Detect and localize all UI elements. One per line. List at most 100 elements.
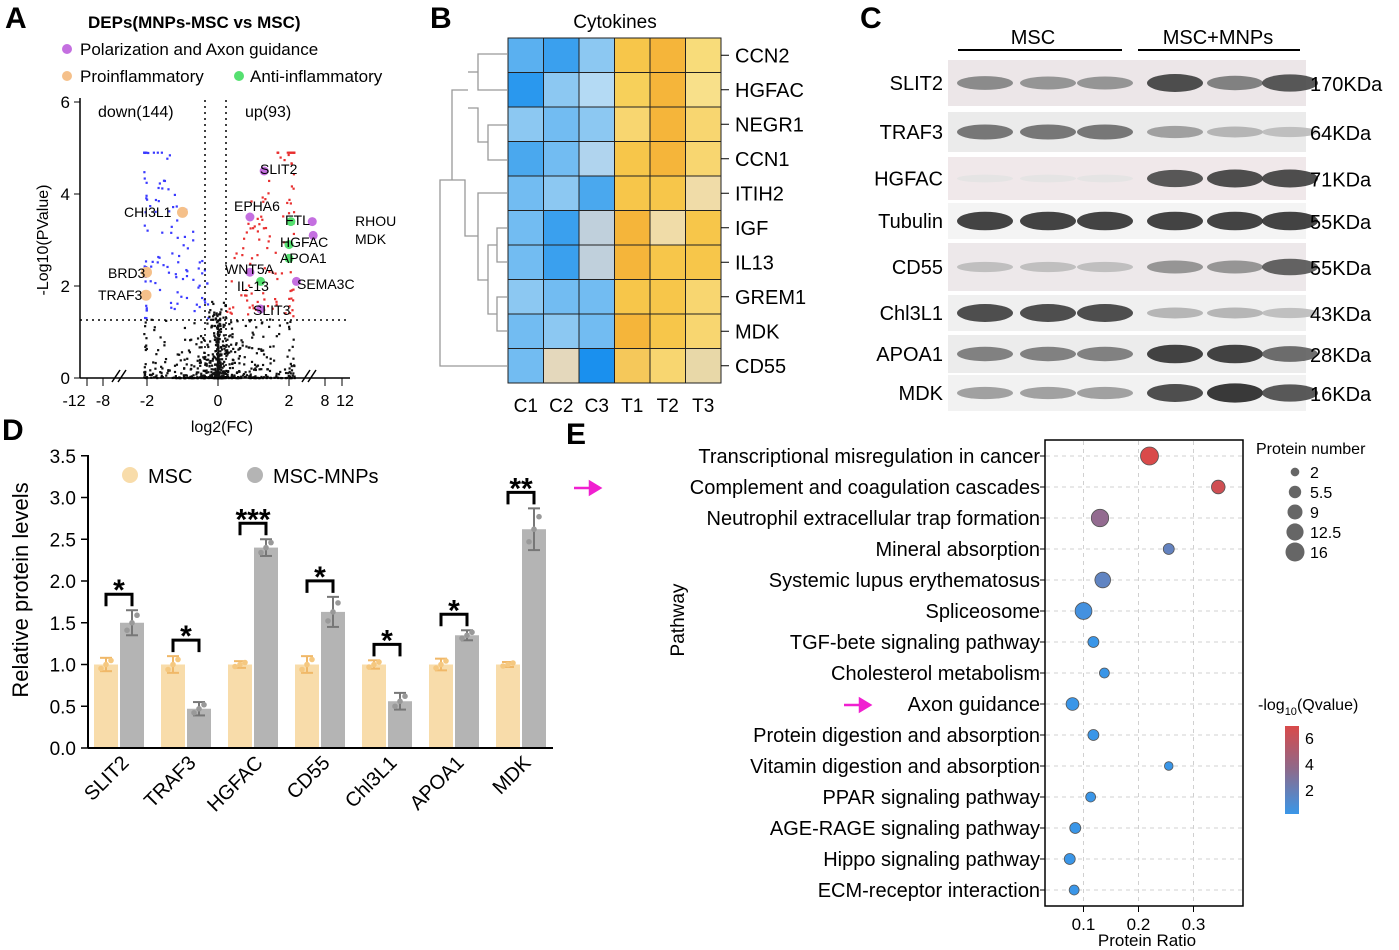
blot-band [957, 124, 1013, 140]
volcano-bg-point [283, 241, 286, 244]
heatmap-cell-ccn1-t2 [649, 141, 686, 177]
blot-size-label-tubulin: 55KDa [1310, 212, 1372, 234]
volcano-bg-point [272, 359, 276, 362]
volcano-bg-point [292, 232, 295, 236]
heatmap-row-label-negr1: NEGR1 [735, 114, 804, 136]
volcano-bg-point [176, 219, 179, 222]
heatmap-cell-ccn1-c1 [507, 141, 544, 177]
volcano-bg-point [182, 367, 186, 370]
x-ticks: -12 -8 -2 0 2 8 12 [62, 369, 354, 410]
blot-band [1020, 124, 1076, 140]
volcano-bg-point [173, 307, 176, 311]
volcano-bg-point [148, 373, 152, 377]
volcano-bg-point [145, 344, 148, 347]
volcano-bg-point [226, 353, 229, 356]
volcano-bg-point [154, 198, 158, 202]
volcano-bg-point [161, 376, 165, 379]
volcano-bg-point [197, 371, 200, 374]
legend-marker-antiinflammatory [234, 71, 244, 81]
replicate-point [304, 661, 310, 668]
blot-size-label-cd55: 55KDa [1310, 258, 1372, 280]
blot-size-label-traf3: 64KDa [1310, 123, 1372, 145]
volcano-bg-point [208, 364, 211, 368]
volcano-bg-point [221, 370, 224, 373]
x-tick-2: 2 [285, 393, 294, 410]
volcano-bg-point [211, 359, 214, 362]
pathway-label-12: AGE-RAGE signaling pathway [770, 818, 1040, 840]
volcano-bg-point [289, 372, 292, 375]
volcano-bg-point [214, 369, 217, 372]
volcano-bg-point [245, 294, 248, 297]
volcano-bg-point [218, 361, 221, 364]
volcano-bg-point [235, 371, 239, 375]
volcano-bg-point [292, 187, 295, 190]
volcano-bg-point [214, 344, 218, 347]
legend-label-proinflammatory: Proinflammatory [80, 67, 204, 86]
volcano-bg-point [152, 151, 155, 154]
volcano-bg-point [200, 372, 203, 375]
volcano-bg-point [220, 308, 223, 311]
heatmap-cell-ccn1-c3 [578, 141, 615, 177]
volcano-bg-point [199, 359, 202, 363]
volcano-bg-point [208, 311, 211, 314]
volcano-bg-point [198, 361, 202, 364]
volcano-bg-point [220, 368, 223, 372]
bar-cd55-msc-mnps [321, 611, 345, 748]
volcano-bg-point [198, 305, 201, 309]
point-label-chi3l1: CHI3L1 [124, 204, 172, 220]
volcano-bg-point [248, 346, 251, 349]
point-label-brd3: BRD3 [108, 265, 146, 281]
blot-protein-label-mdk: MDK [899, 383, 944, 405]
volcano-bg-point [164, 357, 168, 361]
dot-3 [1162, 543, 1175, 555]
volcano-bg-point [207, 345, 210, 349]
volcano-bg-point [151, 372, 155, 375]
volcano-bg-point [269, 318, 272, 321]
volcano-bg-point [268, 235, 271, 238]
volcano-bg-point [174, 273, 177, 276]
volcano-bg-point [149, 204, 152, 208]
blot-band [1077, 304, 1133, 322]
dot-4 [1094, 571, 1111, 589]
dotplot-x-ticks: 0.1 0.2 0.3 [1072, 906, 1205, 934]
heatmap-cell-grem1-c1 [507, 279, 544, 315]
volcano-bg-point [230, 374, 233, 378]
dotplot-marks [1063, 446, 1226, 896]
volcano-bg-point [210, 368, 213, 371]
volcano-bg-point [178, 254, 181, 258]
volcano-bg-point [182, 244, 185, 247]
volcano-bg-point [143, 333, 146, 336]
blot-band [1147, 74, 1203, 92]
replicate-point [433, 665, 439, 671]
size-legend-dot [1286, 523, 1304, 541]
blot-band [1207, 75, 1263, 91]
heatmap-cell-il13-c2 [543, 244, 580, 280]
volcano-bg-point [243, 356, 246, 359]
volcano-bg-point [154, 210, 157, 213]
blot-size-label-slit2: 170KDa [1310, 74, 1383, 96]
blot-protein-label-traf3: TRAF3 [880, 122, 943, 144]
volcano-bg-point [264, 374, 268, 377]
heatmap-cell-negr1-c3 [578, 106, 615, 142]
volcano-bg-point [150, 265, 153, 268]
volcano-bg-point [216, 354, 219, 357]
volcano-bg-point [251, 336, 254, 339]
bar-y-ticks: 0.0 0.5 1.0 1.5 2.0 2.5 3.0 3.5 [50, 447, 88, 760]
volcano-bg-point [219, 317, 222, 320]
point-label-mdk: MDK [355, 231, 387, 247]
blot-band [1147, 211, 1203, 231]
heatmap-cell-cd55-c2 [543, 348, 580, 384]
volcano-bg-point [293, 375, 296, 378]
volcano-bg-point [232, 347, 235, 350]
panel-a: A DEPs(MNPs-MSC vs MSC) Polarization and… [5, 2, 396, 436]
panel-b-label: B [430, 2, 452, 35]
volcano-bg-point [171, 252, 174, 255]
pathway-label-14: ECM-receptor interaction [818, 880, 1040, 902]
volcano-bg-point [197, 286, 200, 289]
volcano-bg-point [217, 325, 220, 328]
color-legend-title: -log10(Qvalue) [1258, 697, 1358, 718]
bar-hgfac-msc-mnps [254, 547, 278, 748]
volcano-bg-point [228, 307, 231, 310]
volcano-bg-point [286, 201, 289, 205]
volcano-bg-point [198, 284, 201, 287]
